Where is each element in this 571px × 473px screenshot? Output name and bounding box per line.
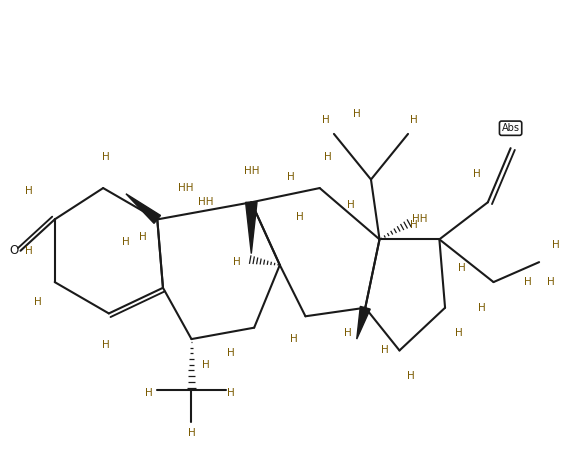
Text: H: H bbox=[296, 211, 304, 221]
Text: H: H bbox=[233, 257, 241, 267]
Text: HH: HH bbox=[198, 197, 214, 207]
Text: H: H bbox=[227, 348, 235, 359]
Text: HH: HH bbox=[244, 166, 259, 176]
Text: H: H bbox=[25, 246, 33, 256]
Text: H: H bbox=[102, 152, 110, 162]
Text: H: H bbox=[410, 114, 417, 125]
Polygon shape bbox=[357, 307, 370, 339]
Text: H: H bbox=[473, 169, 480, 179]
Text: H: H bbox=[139, 231, 147, 242]
Text: H: H bbox=[122, 237, 130, 247]
Text: H: H bbox=[410, 220, 417, 230]
Text: H: H bbox=[287, 172, 295, 182]
Text: H: H bbox=[145, 388, 152, 398]
Text: H: H bbox=[188, 428, 195, 438]
Text: H: H bbox=[552, 240, 560, 250]
Text: H: H bbox=[25, 186, 33, 196]
Text: H: H bbox=[227, 388, 235, 398]
Text: H: H bbox=[290, 334, 298, 344]
Text: H: H bbox=[321, 114, 329, 125]
Text: HH: HH bbox=[412, 214, 427, 224]
Text: H: H bbox=[381, 345, 389, 356]
Text: H: H bbox=[324, 152, 332, 162]
Text: O: O bbox=[9, 244, 18, 257]
Text: H: H bbox=[478, 303, 486, 313]
Text: Abs: Abs bbox=[501, 123, 520, 133]
Polygon shape bbox=[246, 202, 257, 254]
Text: H: H bbox=[202, 360, 210, 370]
Text: H: H bbox=[459, 263, 466, 273]
Text: H: H bbox=[546, 277, 554, 287]
Text: H: H bbox=[524, 277, 532, 287]
Text: H: H bbox=[407, 371, 415, 381]
Text: H: H bbox=[344, 328, 352, 338]
Polygon shape bbox=[126, 194, 160, 223]
Text: H: H bbox=[102, 340, 110, 350]
Text: H: H bbox=[456, 328, 463, 338]
Text: HH: HH bbox=[178, 183, 194, 193]
Text: H: H bbox=[347, 200, 355, 210]
Text: H: H bbox=[353, 109, 361, 119]
Text: H: H bbox=[34, 297, 42, 307]
